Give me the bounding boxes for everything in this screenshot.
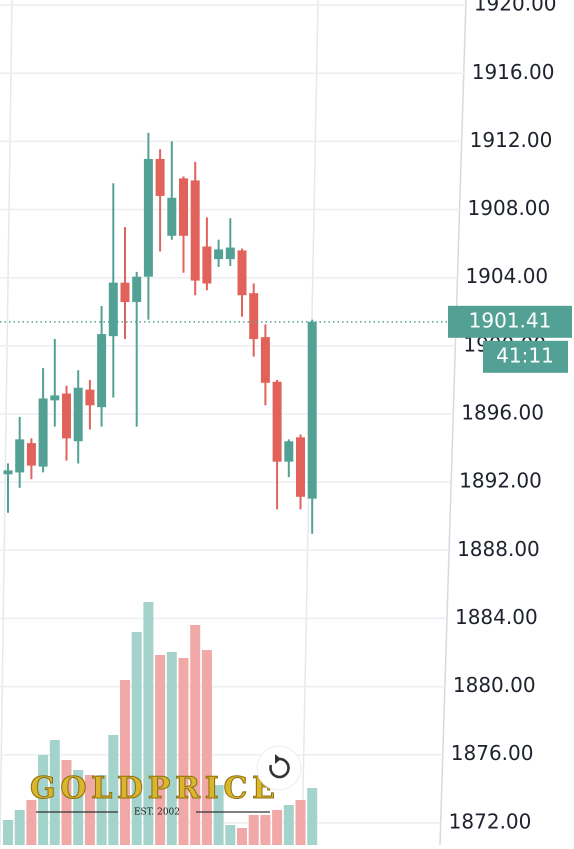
volume-bar bbox=[225, 825, 236, 845]
vertical-grid bbox=[0, 0, 13, 846]
candle-body bbox=[202, 246, 212, 284]
volume-bar bbox=[283, 805, 294, 845]
volume-bar bbox=[3, 820, 13, 845]
candle-body bbox=[214, 249, 224, 260]
candle-body bbox=[62, 393, 71, 439]
y-tick-label: 1920.00 bbox=[474, 0, 557, 16]
volume-bar bbox=[260, 815, 271, 845]
y-tick-label: 1884.00 bbox=[455, 605, 538, 629]
candle-body bbox=[249, 293, 259, 340]
volume-bar bbox=[307, 788, 318, 845]
volume-bar bbox=[73, 770, 84, 845]
y-tick-label: 1876.00 bbox=[451, 741, 534, 765]
candle-body bbox=[307, 321, 317, 499]
candle-body bbox=[132, 276, 142, 303]
watermark-name: GOLDPRICE bbox=[30, 771, 275, 806]
y-tick-label: 1892.00 bbox=[459, 469, 542, 493]
candle-body bbox=[120, 282, 130, 303]
candle-body bbox=[3, 470, 13, 475]
volume-bar bbox=[155, 655, 166, 845]
volume-bar bbox=[272, 810, 283, 845]
y-tick-label: 1916.00 bbox=[472, 60, 555, 84]
reset-circle[interactable] bbox=[256, 745, 302, 791]
y-tick-label: 1888.00 bbox=[457, 537, 540, 561]
candle-body bbox=[225, 247, 235, 260]
countdown-label: 41:11 bbox=[496, 343, 554, 367]
countdown-box bbox=[483, 340, 568, 373]
candle-body bbox=[296, 437, 305, 497]
candle-body bbox=[15, 439, 25, 473]
candle-body bbox=[26, 443, 36, 466]
y-tick-label: 1912.00 bbox=[470, 128, 553, 152]
volume-bar bbox=[295, 800, 306, 845]
reset-icon-head[interactable] bbox=[275, 754, 281, 764]
y-tick-label: 1908.00 bbox=[468, 196, 551, 220]
volume-bar bbox=[84, 775, 95, 845]
price-axis-border bbox=[439, 0, 467, 846]
volume-bar bbox=[201, 650, 212, 845]
volume-bar bbox=[178, 658, 189, 845]
candle-body bbox=[284, 441, 294, 462]
watermark-tagline: EST. 2002 bbox=[134, 808, 180, 818]
volume-bar bbox=[26, 800, 37, 845]
volume-bar bbox=[248, 815, 259, 845]
last-price-label: 1901.41 bbox=[469, 308, 552, 332]
volume-bar bbox=[166, 652, 177, 845]
candle-body bbox=[272, 381, 282, 462]
candle-body bbox=[167, 197, 177, 236]
volume-bar bbox=[143, 602, 154, 845]
volume-bar bbox=[61, 760, 72, 845]
candle-body bbox=[190, 180, 200, 281]
candle-body bbox=[260, 337, 270, 383]
candle-body bbox=[155, 158, 165, 196]
candle-body bbox=[179, 178, 188, 236]
candle-body bbox=[237, 250, 247, 296]
candle-body bbox=[73, 387, 83, 442]
reset-icon[interactable] bbox=[269, 757, 290, 779]
volume-bar bbox=[108, 735, 119, 845]
y-tick-label: 1880.00 bbox=[453, 673, 536, 697]
volume-bar bbox=[49, 740, 60, 845]
last-price-box bbox=[448, 305, 572, 338]
volume-bar bbox=[14, 810, 25, 845]
volume-bar bbox=[96, 775, 107, 845]
candle-body bbox=[38, 398, 48, 467]
candle-body bbox=[97, 334, 107, 408]
volume-bar bbox=[190, 625, 201, 845]
candle-body bbox=[108, 282, 118, 337]
reset-button[interactable] bbox=[256, 745, 302, 791]
candle-body bbox=[143, 158, 153, 277]
watermark: GOLDPRICE EST. 2002 bbox=[30, 771, 276, 818]
y-tick-label: 1896.00 bbox=[461, 400, 544, 424]
volume-bar bbox=[120, 680, 130, 845]
candle-body bbox=[50, 395, 60, 401]
volume-bar bbox=[38, 755, 49, 845]
volume-bar bbox=[237, 828, 247, 845]
y-tick-label: 1904.00 bbox=[465, 264, 548, 288]
candle-body bbox=[85, 389, 95, 406]
y-tick-label: 1872.00 bbox=[449, 809, 532, 833]
volume-bar bbox=[131, 632, 142, 845]
volume-bar bbox=[213, 785, 224, 845]
